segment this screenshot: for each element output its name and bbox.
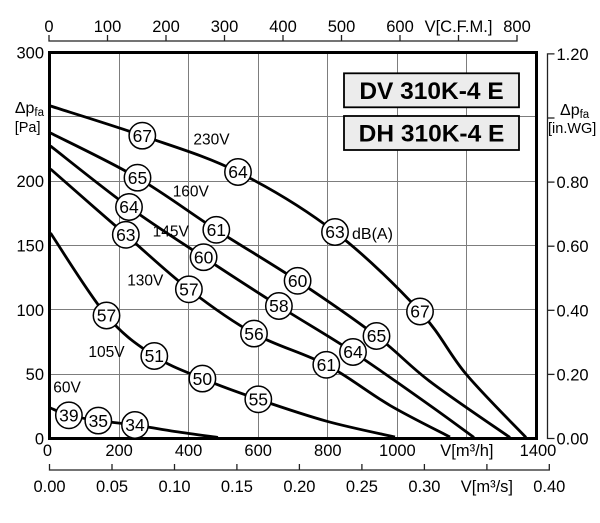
svg-text:51: 51 bbox=[145, 346, 164, 366]
svg-text:64: 64 bbox=[119, 197, 139, 217]
svg-text:60V: 60V bbox=[53, 380, 81, 397]
svg-text:0.40: 0.40 bbox=[557, 302, 589, 320]
svg-text:800: 800 bbox=[314, 442, 342, 460]
svg-text:34: 34 bbox=[125, 415, 145, 435]
svg-text:100: 100 bbox=[16, 302, 44, 320]
svg-text:130V: 130V bbox=[127, 273, 164, 290]
svg-text:64: 64 bbox=[228, 162, 248, 182]
svg-text:1400: 1400 bbox=[520, 442, 557, 460]
svg-text:65: 65 bbox=[128, 168, 147, 188]
svg-text:200: 200 bbox=[16, 173, 44, 191]
svg-text:0.10: 0.10 bbox=[158, 478, 190, 496]
svg-text:160V: 160V bbox=[173, 184, 210, 201]
svg-text:50: 50 bbox=[193, 369, 213, 389]
svg-text:0: 0 bbox=[43, 442, 52, 460]
svg-text:50: 50 bbox=[26, 366, 44, 384]
svg-text:61: 61 bbox=[207, 220, 226, 240]
svg-text:1000: 1000 bbox=[379, 442, 416, 460]
svg-text:dB(A): dB(A) bbox=[352, 226, 393, 243]
svg-text:0.15: 0.15 bbox=[221, 478, 253, 496]
svg-text:600: 600 bbox=[244, 442, 272, 460]
svg-text:0.40: 0.40 bbox=[533, 478, 565, 496]
svg-text:600: 600 bbox=[386, 18, 414, 36]
svg-text:[in.WG]: [in.WG] bbox=[548, 121, 596, 137]
svg-text:0.20: 0.20 bbox=[283, 478, 315, 496]
svg-text:[Pa]: [Pa] bbox=[15, 120, 41, 136]
svg-text:0.20: 0.20 bbox=[557, 366, 589, 384]
svg-text:100: 100 bbox=[94, 18, 122, 36]
svg-text:0.25: 0.25 bbox=[346, 478, 378, 496]
svg-text:500: 500 bbox=[328, 18, 356, 36]
svg-text:0.00: 0.00 bbox=[33, 478, 65, 496]
svg-text:DV 310K-4 E: DV 310K-4 E bbox=[359, 78, 503, 105]
svg-text:0.00: 0.00 bbox=[557, 431, 589, 449]
svg-text:150: 150 bbox=[16, 238, 44, 256]
svg-text:230V: 230V bbox=[193, 132, 230, 149]
svg-text:0.30: 0.30 bbox=[408, 478, 440, 496]
svg-text:57: 57 bbox=[179, 280, 198, 300]
svg-text:0.05: 0.05 bbox=[96, 478, 128, 496]
svg-text:1.20: 1.20 bbox=[557, 46, 589, 64]
svg-text:300: 300 bbox=[211, 18, 239, 36]
svg-text:400: 400 bbox=[175, 442, 203, 460]
svg-text:63: 63 bbox=[116, 225, 135, 245]
svg-text:39: 39 bbox=[59, 406, 78, 426]
svg-text:67: 67 bbox=[410, 302, 429, 322]
svg-text:35: 35 bbox=[89, 411, 108, 431]
svg-text:105V: 105V bbox=[88, 344, 125, 361]
svg-text:56: 56 bbox=[244, 324, 263, 344]
svg-text:63: 63 bbox=[325, 222, 344, 242]
svg-text:60: 60 bbox=[288, 271, 308, 291]
svg-text:55: 55 bbox=[249, 390, 268, 410]
svg-text:0: 0 bbox=[44, 18, 53, 36]
svg-text:145V: 145V bbox=[153, 224, 190, 241]
svg-text:57: 57 bbox=[97, 306, 116, 326]
svg-text:400: 400 bbox=[269, 18, 297, 36]
svg-text:61: 61 bbox=[317, 355, 336, 375]
svg-text:V[m³/s]: V[m³/s] bbox=[461, 478, 513, 496]
svg-text:V[m³/h]: V[m³/h] bbox=[440, 442, 493, 460]
svg-text:300: 300 bbox=[16, 45, 44, 63]
svg-text:200: 200 bbox=[105, 442, 133, 460]
svg-text:V[C.F.M.]: V[C.F.M.] bbox=[425, 18, 493, 36]
svg-text:DH 310K-4 E: DH 310K-4 E bbox=[359, 121, 505, 148]
svg-text:60: 60 bbox=[194, 247, 214, 267]
svg-text:0.60: 0.60 bbox=[557, 238, 589, 256]
svg-text:200: 200 bbox=[152, 18, 180, 36]
svg-text:65: 65 bbox=[367, 326, 386, 346]
svg-text:0: 0 bbox=[35, 431, 44, 449]
svg-text:67: 67 bbox=[133, 126, 152, 146]
svg-text:58: 58 bbox=[269, 296, 288, 316]
svg-text:0.80: 0.80 bbox=[557, 174, 589, 192]
svg-text:800: 800 bbox=[503, 18, 531, 36]
svg-text:64: 64 bbox=[343, 342, 363, 362]
